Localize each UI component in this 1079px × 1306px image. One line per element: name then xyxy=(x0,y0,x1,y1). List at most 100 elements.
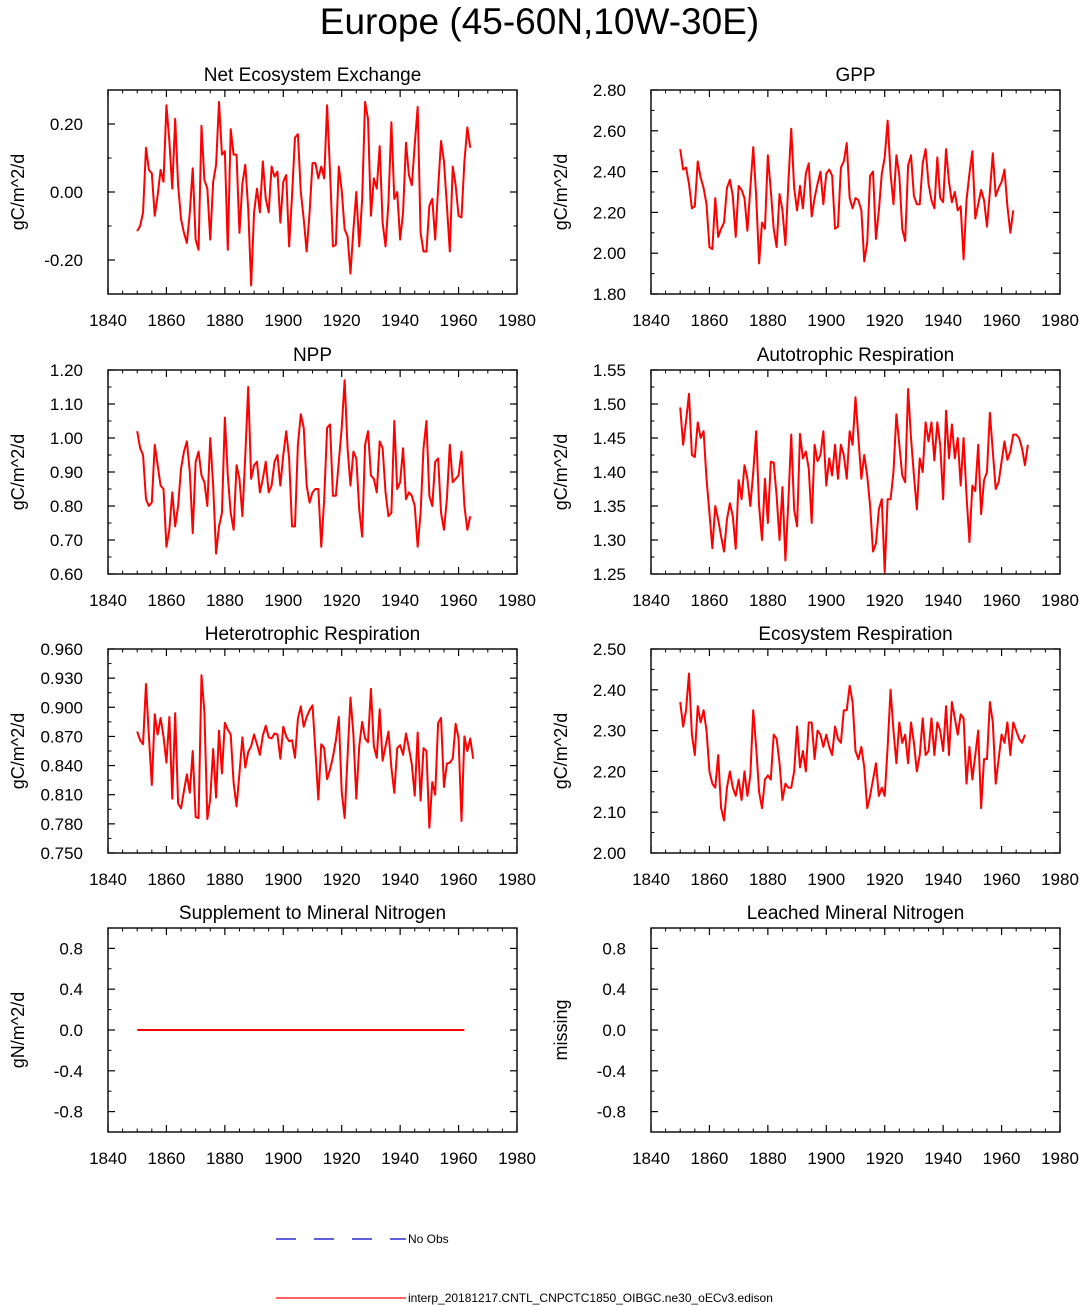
chart1-x-tick-label: 1960 xyxy=(440,311,478,330)
chart2-y-tick-label: 2.80 xyxy=(593,81,626,100)
chart6-y-tick-label: 2.00 xyxy=(593,844,626,863)
chart5-title: Heterotrophic Respiration xyxy=(205,624,420,645)
chart7-x-tick-label: 1900 xyxy=(264,1149,302,1168)
chart1-series-line xyxy=(136,100,472,287)
page-title: Europe (45-60N,10W-30E) xyxy=(319,1,760,42)
chart4-y-tick-label: 1.35 xyxy=(593,497,626,516)
chart4-x-tick-label: 1920 xyxy=(866,591,904,610)
legend-model-swatch xyxy=(276,1297,406,1299)
chart8-y-tick-label: 0.0 xyxy=(602,1021,626,1040)
chart5-y-axis-label: gC/m^2/d xyxy=(8,713,28,789)
chart3-y-tick-label: 1.00 xyxy=(50,429,83,448)
chart4-y-tick-label: 1.30 xyxy=(593,531,626,550)
chart2-title: GPP xyxy=(835,65,875,86)
chart6-x-tick-label: 1860 xyxy=(691,870,729,889)
chart7-x-tick-label: 1880 xyxy=(206,1149,244,1168)
chart1-title: Net Ecosystem Exchange xyxy=(204,65,422,86)
chart2-y-tick-label: 2.00 xyxy=(593,244,626,263)
chart4-x-tick-label: 1940 xyxy=(924,591,962,610)
chart6-x-tick-label: 1920 xyxy=(866,870,904,889)
chart2-x-tick-label: 1860 xyxy=(691,311,729,330)
chart2-x-tick-label: 1900 xyxy=(807,311,845,330)
chart3-x-tick-label: 1920 xyxy=(323,591,361,610)
chart3-x-tick-label: 1940 xyxy=(381,591,419,610)
chart4-series-line xyxy=(679,388,1029,573)
chart6-y-tick-label: 2.40 xyxy=(593,681,626,700)
chart4-x-tick-label: 1880 xyxy=(749,591,787,610)
chart3-y-tick-label: 0.70 xyxy=(50,531,83,550)
chart7-x-tick-label: 1940 xyxy=(381,1149,419,1168)
chart2-y-tick-label: 2.60 xyxy=(593,122,626,141)
chart6-y-axis-label: gC/m^2/d xyxy=(551,713,571,789)
chart6-x-tick-label: 1960 xyxy=(983,870,1021,889)
chart5-x-tick-label: 1840 xyxy=(89,870,127,889)
chart3-x-tick-label: 1840 xyxy=(89,591,127,610)
chart6-series-line xyxy=(679,672,1026,822)
chart8-y-tick-label: 0.8 xyxy=(602,939,626,958)
chart1-y-tick-label: 0.00 xyxy=(50,183,83,202)
chart3-y-tick-label: 1.10 xyxy=(50,395,83,414)
chart5-y-tick-label: 0.930 xyxy=(40,669,83,688)
chart5-y-tick-label: 0.840 xyxy=(40,757,83,776)
chart7-y-tick-label: 0.4 xyxy=(59,980,83,999)
chart3-y-tick-label: 1.20 xyxy=(50,361,83,380)
chart6-y-tick-label: 2.30 xyxy=(593,722,626,741)
chart4-title: Autotrophic Respiration xyxy=(757,345,955,366)
chart8-title: Leached Mineral Nitrogen xyxy=(747,903,965,924)
chart2-x-tick-label: 1940 xyxy=(924,311,962,330)
chart7-title: Supplement to Mineral Nitrogen xyxy=(179,903,446,924)
chart8-x-tick-label: 1840 xyxy=(632,1149,670,1168)
chart2-x-tick-label: 1980 xyxy=(1041,311,1079,330)
chart3-title: NPP xyxy=(293,345,332,366)
chart4-x-tick-label: 1860 xyxy=(691,591,729,610)
chart7-x-tick-label: 1840 xyxy=(89,1149,127,1168)
chart2-x-tick-label: 1880 xyxy=(749,311,787,330)
chart8-plot-frame xyxy=(650,927,1061,1133)
chart7-y-tick-label: -0.8 xyxy=(54,1103,83,1122)
chart8-x-tick-label: 1880 xyxy=(749,1149,787,1168)
legend-model-label: interp_20181217.CNTL_CNPCTC1850_OIBGC.ne… xyxy=(408,1291,773,1305)
chart4-y-tick-label: 1.45 xyxy=(593,429,626,448)
chart1-x-tick-label: 1860 xyxy=(148,311,186,330)
chart8-x-tick-label: 1920 xyxy=(866,1149,904,1168)
chart5-x-tick-label: 1880 xyxy=(206,870,244,889)
chart4-y-axis-label: gC/m^2/d xyxy=(551,434,571,510)
chart4-y-tick-label: 1.40 xyxy=(593,463,626,482)
chart2-y-tick-label: 1.80 xyxy=(593,285,626,304)
chart7-x-tick-label: 1920 xyxy=(323,1149,361,1168)
chart8-y-tick-label: 0.4 xyxy=(602,980,626,999)
chart7-x-tick-label: 1860 xyxy=(148,1149,186,1168)
chart5-y-tick-label: 0.870 xyxy=(40,727,83,746)
chart5-plot-frame xyxy=(107,648,518,854)
chart5-y-tick-label: 0.780 xyxy=(40,815,83,834)
chart2-x-tick-label: 1960 xyxy=(983,311,1021,330)
chart2-plot-frame xyxy=(650,89,1061,295)
chart6-x-tick-label: 1900 xyxy=(807,870,845,889)
chart7-y-tick-label: 0.8 xyxy=(59,939,83,958)
chart6-y-tick-label: 2.10 xyxy=(593,803,626,822)
chart4-y-tick-label: 1.25 xyxy=(593,565,626,584)
chart2-y-tick-label: 2.40 xyxy=(593,163,626,182)
chart6-y-tick-label: 2.20 xyxy=(593,762,626,781)
chart2-y-axis-label: gC/m^2/d xyxy=(551,154,571,230)
chart8-x-tick-label: 1960 xyxy=(983,1149,1021,1168)
chart7-y-tick-label: 0.0 xyxy=(59,1021,83,1040)
chart3-y-tick-label: 0.60 xyxy=(50,565,83,584)
chart5-y-tick-label: 0.960 xyxy=(40,640,83,659)
chart3-plot-frame xyxy=(107,369,518,575)
chart3-y-tick-label: 0.90 xyxy=(50,463,83,482)
chart8-y-tick-label: -0.4 xyxy=(597,1062,626,1081)
chart5-x-tick-label: 1920 xyxy=(323,870,361,889)
chart7-y-tick-label: -0.4 xyxy=(54,1062,83,1081)
chart5-x-tick-label: 1940 xyxy=(381,870,419,889)
chart5-y-tick-label: 0.810 xyxy=(40,786,83,805)
chart1-y-tick-label: 0.20 xyxy=(50,115,83,134)
chart4-x-tick-label: 1900 xyxy=(807,591,845,610)
chart4-x-tick-label: 1840 xyxy=(632,591,670,610)
chart3-series-line xyxy=(136,379,472,555)
chart8-x-tick-label: 1900 xyxy=(807,1149,845,1168)
chart4-x-tick-label: 1980 xyxy=(1041,591,1079,610)
chart7-x-tick-label: 1960 xyxy=(440,1149,478,1168)
chart6-y-tick-label: 2.50 xyxy=(593,640,626,659)
